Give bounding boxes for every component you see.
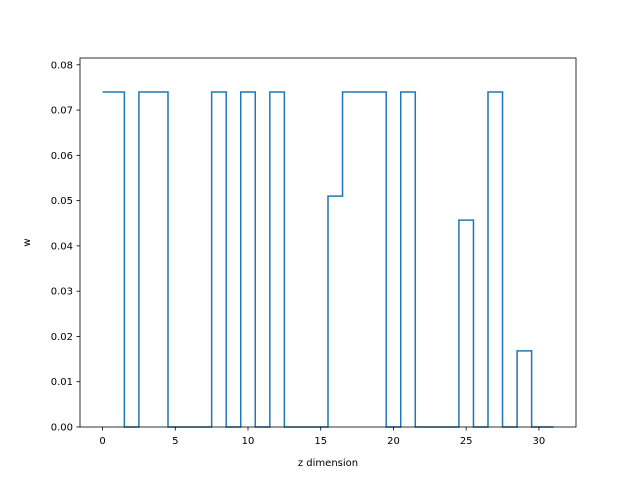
y-tick-label: 0.04 bbox=[51, 241, 73, 252]
x-tick-label: 30 bbox=[533, 436, 546, 447]
y-tick-label: 0.01 bbox=[51, 377, 73, 388]
y-tick-label: 0.08 bbox=[51, 60, 73, 71]
y-tick-label: 0.03 bbox=[51, 287, 73, 298]
x-tick-label: 20 bbox=[387, 436, 400, 447]
x-tick-label: 10 bbox=[242, 436, 255, 447]
x-tick-label: 25 bbox=[460, 436, 473, 447]
y-tick-label: 0.05 bbox=[51, 196, 73, 207]
y-axis-label: w bbox=[22, 238, 33, 246]
plot-frame bbox=[79, 57, 577, 428]
y-tick-label: 0.06 bbox=[51, 151, 73, 162]
y-tick-label: 0.07 bbox=[51, 106, 73, 117]
x-tick-label: 0 bbox=[99, 436, 105, 447]
y-axis-ticks: 0.00 0.01 0.02 0.03 0.04 0.05 0.06 0.07 0.08 bbox=[51, 60, 80, 434]
y-tick-label: 0.00 bbox=[51, 423, 73, 434]
x-axis-ticks: 0 5 10 15 20 25 30 bbox=[99, 427, 545, 447]
y-tick-label: 0.02 bbox=[51, 332, 73, 343]
x-axis-label: z dimension bbox=[298, 458, 358, 469]
x-tick-label: 5 bbox=[172, 436, 178, 447]
x-tick-label: 15 bbox=[314, 436, 327, 447]
